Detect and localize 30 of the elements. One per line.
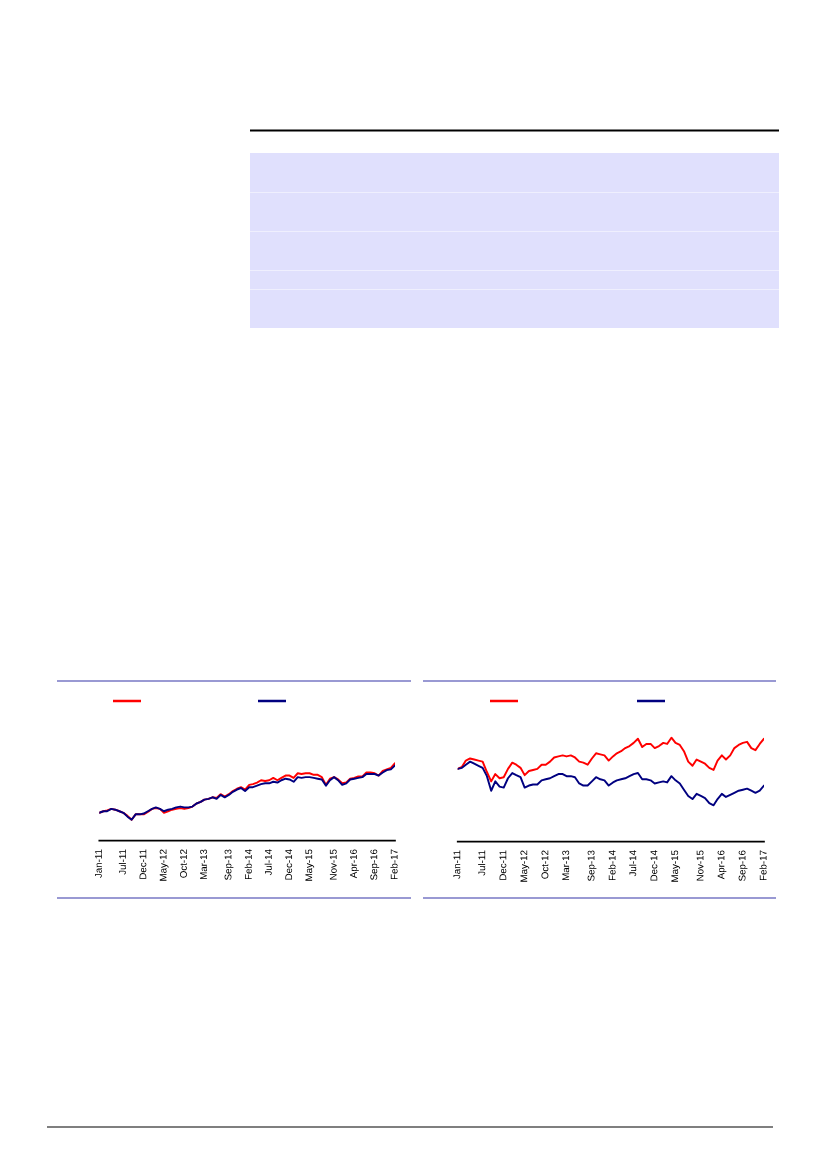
x-tick-label: Feb-17 xyxy=(759,850,767,881)
x-tick-label: Dec-11 xyxy=(139,849,147,879)
x-tick-label: May-15 xyxy=(671,850,681,882)
x-tick-label: Mar-13 xyxy=(200,849,207,880)
x-tick-label: Jan-11 xyxy=(453,850,461,879)
x-tick-label: Jul-14 xyxy=(629,850,637,877)
x-tick-label: May-12 xyxy=(520,850,530,882)
x-tick-label: Oct-12 xyxy=(180,849,187,878)
x-tick-label: Oct-12 xyxy=(541,850,549,879)
x-tick-label: Feb-17 xyxy=(390,849,398,880)
x-tick-label: Mar-13 xyxy=(562,850,570,881)
x-tick-label: Apr-16 xyxy=(717,850,727,880)
x-tick-label: Dec-11 xyxy=(499,850,507,880)
x-tick-label: Sep-16 xyxy=(738,850,748,881)
x-tick-label: Jan-11 xyxy=(95,849,102,878)
x-tick-label: Feb-14 xyxy=(608,850,616,881)
x-tick-label: Apr-16 xyxy=(350,849,359,879)
x-tick-label: Sep-13 xyxy=(224,849,234,880)
x-tick-label: Jul-11 xyxy=(478,850,486,876)
x-tick-label: May-12 xyxy=(159,849,169,881)
x-tick-label: Nov-15 xyxy=(696,850,704,881)
x-tick-label: Jul-14 xyxy=(264,849,272,876)
x-tick-label: Sep-16 xyxy=(370,849,380,880)
x-tick-label: May-15 xyxy=(305,849,315,881)
x-tick-label: Nov-15 xyxy=(329,849,337,880)
x-tick-label: Jul-11 xyxy=(118,849,126,875)
x-tick-label: Sep-13 xyxy=(587,850,597,881)
x-tick-label: Dec-14 xyxy=(285,849,293,880)
x-tick-label: Feb-14 xyxy=(244,849,252,880)
x-tick-label: Dec-14 xyxy=(650,850,658,881)
